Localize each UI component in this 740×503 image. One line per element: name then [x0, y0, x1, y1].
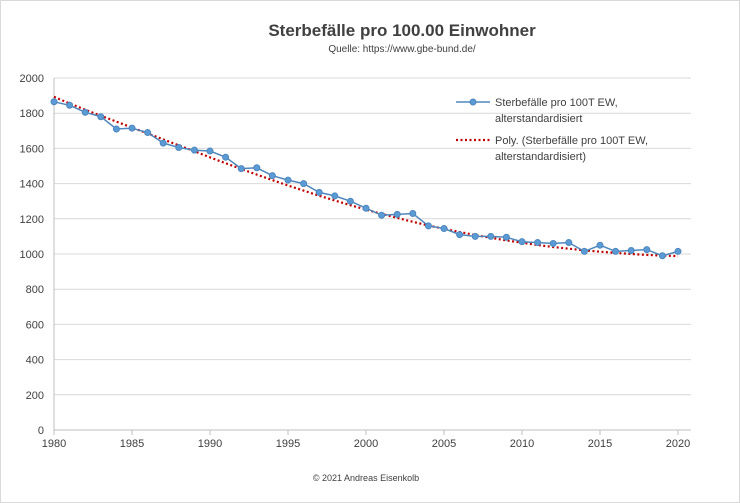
data-point-1992 [237, 165, 245, 173]
data-point-1983 [97, 113, 105, 121]
legend-label-trend-line2: alterstandardisiert) [495, 151, 586, 163]
data-point-2018 [643, 246, 651, 254]
data-point-2003 [409, 210, 417, 218]
data-point-2002 [393, 210, 401, 218]
data-point-2015 [596, 241, 604, 249]
data-point-1987 [159, 139, 167, 147]
data-point-2009 [502, 233, 510, 241]
data-point-1986 [144, 129, 152, 137]
axes [53, 78, 691, 431]
y-axis-ticks: 0 200 400 600 800 1000 1200 1400 1600 1800 2000 [20, 73, 44, 437]
data-point-2001 [378, 211, 386, 219]
y-tick-label-1200: 1200 [20, 214, 44, 226]
x-tick-label-1990: 1990 [198, 438, 222, 450]
x-tick-label-2020: 2020 [666, 438, 690, 450]
data-point-1989 [190, 146, 198, 154]
x-tick-label-1985: 1985 [120, 438, 144, 450]
y-tick-label-200: 200 [26, 390, 44, 402]
data-point-2014 [580, 247, 588, 255]
legend-label-data-line2: alterstandardisiert [495, 113, 582, 125]
data-point-1981 [66, 101, 74, 109]
y-tick-label-1000: 1000 [20, 249, 44, 261]
trendline-polynomial [53, 95, 679, 258]
y-tick-label-2000: 2000 [20, 73, 44, 85]
x-tick-label-1995: 1995 [276, 438, 300, 450]
data-point-1990 [206, 147, 214, 155]
y-tick-label-1800: 1800 [20, 108, 44, 120]
y-tick-label-0: 0 [38, 425, 44, 437]
data-point-1980 [50, 98, 58, 106]
data-point-2017 [627, 246, 635, 254]
data-point-1993 [253, 164, 261, 172]
x-axis-ticks: 1980 1985 1990 1995 2000 2005 2010 2015 2020 [42, 430, 690, 450]
y-tick-label-1600: 1600 [20, 143, 44, 155]
y-tick-label-1400: 1400 [20, 179, 44, 191]
grid-lines [54, 77, 691, 396]
data-point-1991 [222, 153, 230, 161]
data-point-1988 [175, 144, 183, 152]
data-point-2006 [456, 231, 464, 239]
x-tick-label-1980: 1980 [42, 438, 66, 450]
y-tick-label-400: 400 [26, 355, 44, 367]
data-point-1995 [284, 176, 292, 184]
data-point-2019 [658, 252, 666, 260]
data-point-1984 [112, 125, 120, 133]
data-point-2010 [518, 238, 526, 246]
copyright-footer: © 2021 Andreas Eisenkolb [313, 473, 419, 483]
data-point-2008 [487, 232, 495, 240]
data-point-2020 [674, 247, 682, 255]
data-point-2016 [612, 247, 620, 255]
legend-marker-data [469, 98, 477, 106]
data-point-1997 [315, 188, 323, 196]
x-tick-label-2015: 2015 [588, 438, 612, 450]
data-point-2011 [534, 239, 542, 247]
data-point-2004 [424, 222, 432, 230]
x-tick-label-2005: 2005 [432, 438, 456, 450]
chart-title: Sterbefälle pro 100.00 Einwohner [268, 21, 536, 40]
legend-label-data-line1: Sterbefälle pro 100T EW, [495, 97, 618, 109]
data-point-2012 [549, 239, 557, 247]
y-tick-label-600: 600 [26, 319, 44, 331]
legend: Sterbefälle pro 100T EW, alterstandardis… [456, 97, 648, 163]
data-point-2000 [362, 204, 370, 212]
data-point-2005 [440, 224, 448, 232]
data-point-1994 [268, 172, 276, 180]
data-point-1999 [346, 197, 354, 205]
series-line-sterbefaelle [53, 101, 679, 257]
data-point-1985 [128, 124, 136, 132]
data-point-1996 [300, 180, 308, 188]
x-tick-label-2000: 2000 [354, 438, 378, 450]
y-tick-label-800: 800 [26, 284, 44, 296]
data-point-1998 [331, 192, 339, 200]
data-point-2013 [565, 239, 573, 247]
trendline-series [53, 95, 679, 258]
data-point-1982 [81, 108, 89, 116]
legend-label-trend-line1: Poly. (Sterbefälle pro 100T EW, [495, 135, 648, 147]
data-series [50, 98, 682, 260]
chart-subtitle: Quelle: https://www.gbe-bund.de/ [328, 44, 476, 55]
data-point-2007 [471, 232, 479, 240]
x-tick-label-2010: 2010 [510, 438, 534, 450]
